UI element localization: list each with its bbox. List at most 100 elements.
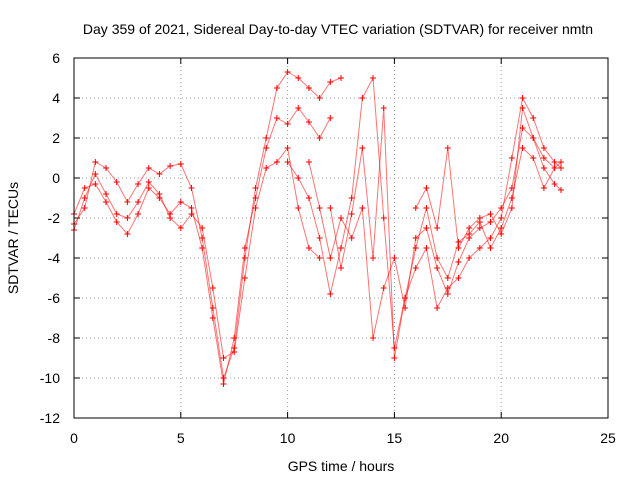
data-point — [231, 349, 238, 355]
series-line — [415, 107, 555, 250]
data-point — [519, 95, 526, 101]
data-point — [263, 135, 270, 141]
data-point — [284, 121, 291, 127]
data-point — [156, 171, 163, 177]
data-point — [81, 205, 88, 211]
series-3 — [71, 145, 323, 361]
data-point — [316, 205, 323, 211]
data-point — [252, 205, 259, 211]
data-point — [391, 355, 398, 361]
data-point — [295, 105, 302, 111]
data-point — [487, 235, 494, 241]
y-tick-label: 4 — [52, 90, 60, 106]
data-point — [540, 185, 547, 191]
data-point — [359, 95, 366, 101]
data-point — [434, 265, 441, 271]
data-point — [338, 245, 344, 251]
data-point — [327, 205, 334, 211]
data-point — [92, 171, 99, 177]
data-point — [273, 115, 280, 121]
data-point — [188, 205, 195, 211]
data-point — [466, 225, 473, 231]
data-point — [92, 159, 99, 165]
x-tick-label: 10 — [280, 430, 296, 446]
data-point — [487, 219, 494, 225]
data-point — [476, 245, 483, 251]
data-point — [508, 155, 515, 161]
data-point — [241, 245, 248, 251]
grid — [74, 58, 608, 418]
data-point — [199, 225, 206, 231]
data-point — [156, 191, 163, 197]
data-point — [241, 275, 248, 281]
data-point — [487, 245, 494, 251]
plot-frame — [73, 57, 609, 419]
data-point — [423, 245, 430, 251]
data-point — [519, 145, 526, 151]
data-point — [135, 199, 142, 205]
data-point — [434, 225, 441, 231]
x-tick-label: 5 — [177, 430, 185, 446]
data-point — [455, 245, 462, 251]
data-point — [284, 145, 291, 151]
axis-ticks — [73, 57, 609, 419]
series-5 — [305, 125, 565, 341]
data-point — [295, 75, 302, 81]
y-tick-label: -12 — [40, 410, 60, 426]
data-point — [113, 179, 120, 185]
data-point — [145, 179, 152, 185]
data-point — [177, 161, 184, 167]
data-point — [423, 205, 430, 211]
data-point — [434, 305, 441, 311]
data-point — [295, 175, 302, 181]
data-point — [273, 85, 280, 91]
data-point — [327, 115, 334, 121]
data-point — [113, 219, 120, 225]
data-point — [188, 211, 195, 217]
data-point — [498, 215, 505, 221]
data-point — [530, 155, 537, 161]
data-point — [305, 159, 312, 165]
data-point — [252, 195, 259, 201]
data-point — [455, 275, 462, 281]
data-point — [327, 291, 334, 297]
data-point — [316, 135, 323, 141]
y-tick-label: 2 — [52, 130, 60, 146]
data-point — [476, 215, 483, 221]
data-point — [380, 285, 387, 291]
data-point — [135, 211, 142, 217]
data-point — [412, 245, 419, 251]
series-1 — [71, 69, 344, 381]
data-point — [124, 231, 131, 237]
data-point — [551, 165, 558, 171]
data-point — [295, 205, 302, 211]
data-point — [551, 181, 558, 187]
series-line — [329, 107, 562, 359]
data-point — [316, 95, 323, 101]
y-tick-label: 6 — [52, 50, 60, 66]
data-point — [508, 205, 515, 211]
data-point — [327, 255, 334, 261]
series-7 — [412, 105, 558, 251]
data-point — [466, 231, 473, 237]
data-point — [444, 145, 451, 151]
data-point — [370, 75, 377, 81]
data-point — [220, 381, 227, 387]
data-point — [551, 159, 558, 165]
data-point — [177, 225, 184, 231]
y-tick-labels: -12 -10 -8 -6 -4 -2 0 2 4 6 — [40, 50, 60, 426]
x-tick-label: 20 — [493, 430, 509, 446]
data-point — [508, 195, 515, 201]
data-point — [81, 195, 88, 201]
data-point — [530, 135, 537, 141]
data-point — [402, 295, 409, 301]
series-line — [73, 146, 320, 359]
data-point — [273, 159, 280, 165]
data-point — [530, 115, 537, 121]
chart-title: Day 359 of 2021, Sidereal Day-to-day VTE… — [83, 21, 593, 37]
series-2 — [71, 105, 334, 387]
data-point — [220, 375, 227, 381]
data-point — [167, 215, 174, 221]
data-point — [498, 205, 505, 211]
data-point — [359, 145, 366, 151]
